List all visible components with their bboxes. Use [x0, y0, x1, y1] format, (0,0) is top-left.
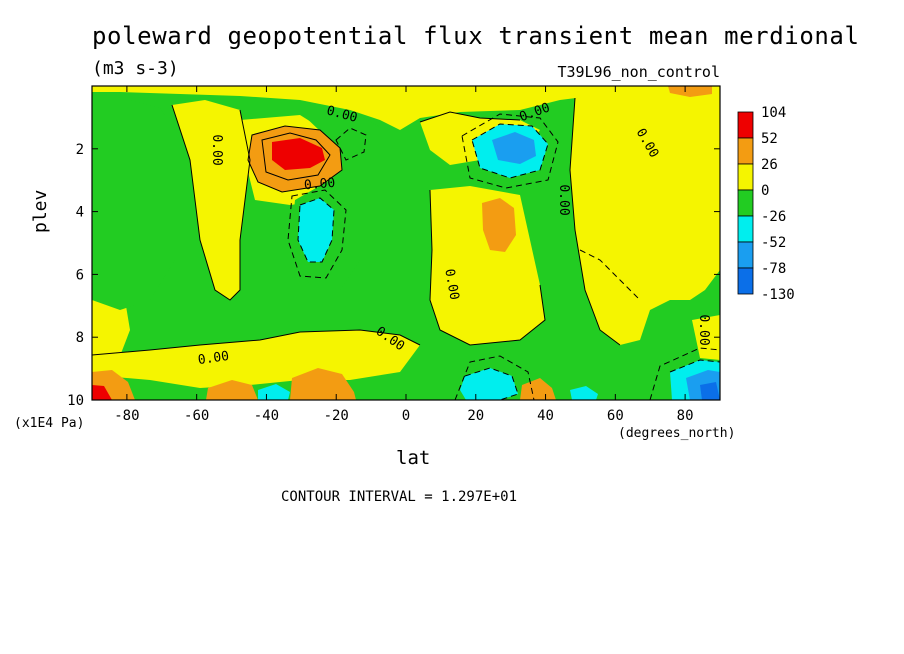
field-positive-area: [430, 186, 545, 345]
field-negative-area: [460, 368, 518, 400]
negative-contour-line: [461, 113, 559, 189]
x-tick-label: -80: [114, 408, 139, 424]
contour-value-label: 0.00: [696, 314, 711, 345]
field-strong-positive-area: [520, 378, 556, 400]
field-negative-area: [92, 100, 180, 310]
field-strong-negative-area: [492, 132, 536, 164]
y-tick-label: 2: [76, 142, 84, 158]
legend-level-label: -26: [761, 209, 786, 225]
x-tick-label: 40: [537, 408, 554, 424]
positive-contour-line: [569, 97, 621, 346]
x-tick-label: 80: [677, 408, 694, 424]
field-strong-positive-area: [668, 86, 712, 97]
contour-value-label: 0.00: [441, 268, 461, 301]
field-positive-area: [92, 86, 720, 130]
field-positive-area: [692, 315, 720, 360]
x-tick-label: 60: [607, 408, 624, 424]
field-strong-positive-area: [206, 380, 258, 400]
field-strong-negative-area: [700, 382, 720, 400]
legend-swatch: [737, 215, 754, 243]
legend-swatch: [737, 111, 754, 139]
field-strong-positive-area: [482, 198, 516, 252]
positive-contour-line: [419, 111, 521, 123]
negative-contour-line: [335, 127, 367, 161]
x-tick-label: -20: [324, 408, 349, 424]
legend-swatch: [737, 163, 754, 191]
negative-contour-line: [287, 189, 347, 279]
x-tick-label: -40: [254, 408, 279, 424]
contour-value-label: 0.00: [303, 176, 336, 194]
contour-value-label: 0.00: [197, 349, 230, 368]
units-label: (m3 s-3): [92, 58, 179, 79]
y-tick-label: 8: [76, 330, 84, 346]
contour-value-label: 0.00: [556, 184, 571, 215]
positive-contour-line: [261, 132, 331, 181]
positive-contour-line: [429, 189, 546, 346]
legend-level-label: -130: [761, 287, 795, 303]
x-axis-label: lat: [396, 447, 431, 469]
legend-level-label: 0: [761, 183, 769, 199]
run-label: T39L96_non_control: [557, 63, 720, 81]
legend-level-label: -52: [761, 235, 786, 251]
y-units-label: (x1E4 Pa): [14, 416, 85, 431]
positive-contour-line: [171, 104, 251, 301]
y-tick-label: 4: [76, 205, 84, 221]
field-positive-area: [570, 92, 720, 345]
field-negative-area: [570, 386, 598, 400]
x-tick-label: 20: [467, 408, 484, 424]
legend-level-label: -78: [761, 261, 786, 277]
x-units-label: (degrees_north): [618, 426, 736, 441]
field-positive-area: [172, 100, 250, 300]
legend-swatch: [737, 189, 754, 217]
positive-contour-line: [92, 329, 421, 356]
legend-level-label: 52: [761, 131, 778, 147]
legend-level-label: 104: [761, 105, 786, 121]
y-tick-label: 6: [76, 267, 84, 283]
legend-level-label: 26: [761, 157, 778, 173]
field-negative-area: [298, 198, 334, 262]
negative-contour-line: [464, 367, 519, 400]
field-strong-positive-area: [290, 368, 356, 400]
legend-swatch: [737, 137, 754, 165]
legend-swatch: [737, 241, 754, 269]
legend-swatch: [737, 267, 754, 295]
negative-contour-line: [579, 249, 641, 301]
field-max-area: [92, 385, 112, 400]
negative-contour-line: [297, 197, 335, 263]
field-max-area: [272, 138, 325, 170]
x-tick-label: 0: [402, 408, 410, 424]
contour-interval-label: CONTOUR INTERVAL = 1.297E+01: [281, 489, 518, 505]
negative-contour-line: [454, 355, 535, 400]
negative-contour-line: [471, 123, 549, 179]
y-tick-label: 10: [67, 393, 84, 409]
contour-value-label: 0.00: [209, 134, 224, 165]
negative-contour-line: [669, 359, 720, 373]
chart-title: poleward geopotential flux transient mea…: [92, 22, 860, 50]
y-axis-label: plev: [30, 189, 51, 233]
x-tick-label: -60: [184, 408, 209, 424]
positive-contour-line: [247, 125, 343, 193]
